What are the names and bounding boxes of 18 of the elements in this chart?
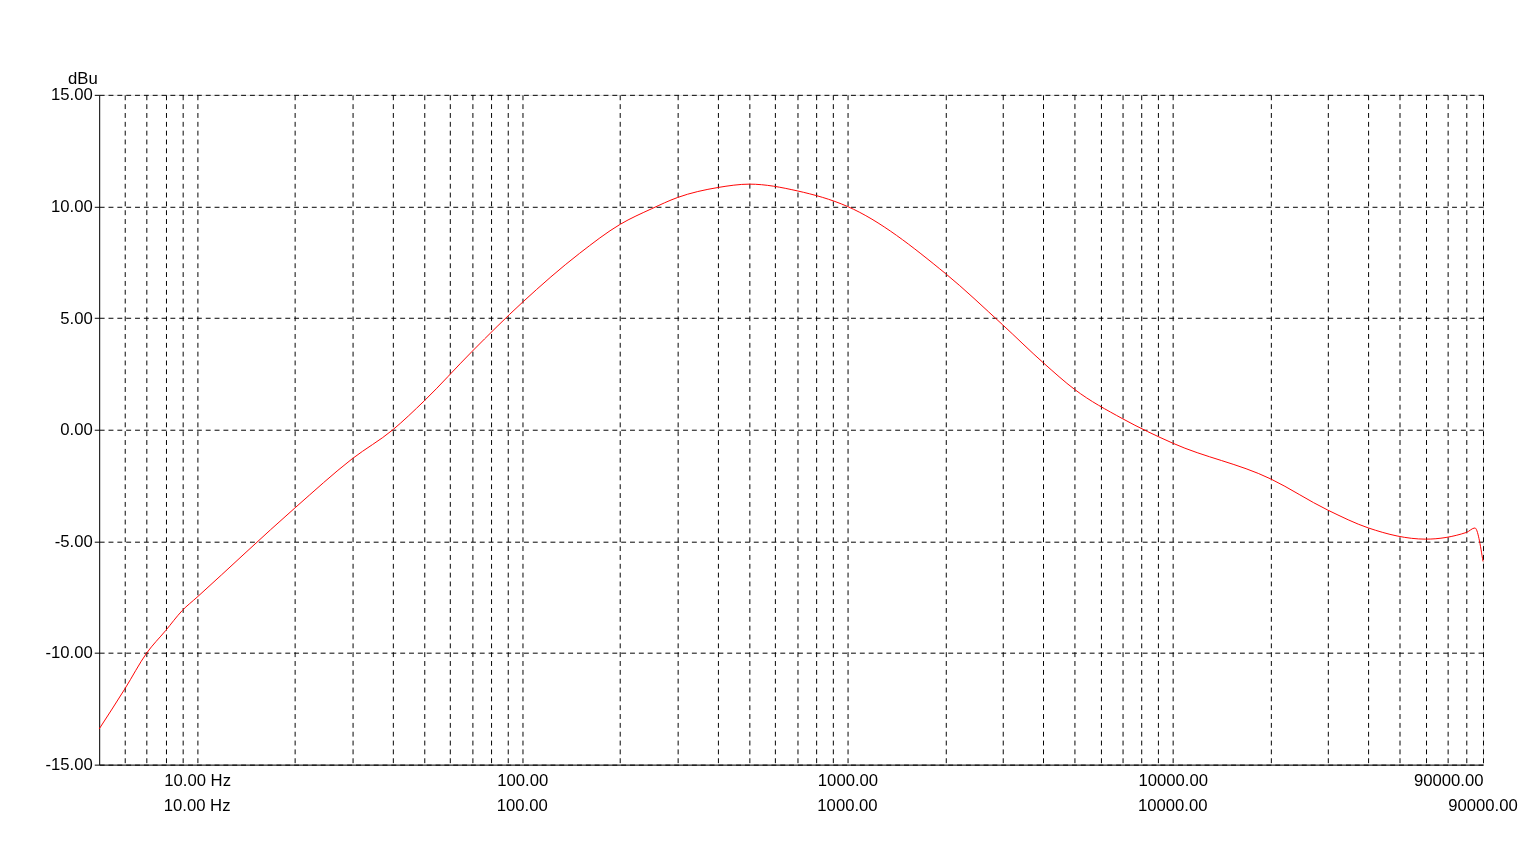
text: 1000.00	[817, 795, 878, 815]
y-tick-label: -5.00	[54, 531, 93, 551]
x-tick-label: 100.00	[497, 770, 549, 790]
y-axis-title: dBu	[68, 68, 98, 88]
y-tick-label: 15.00	[51, 85, 93, 105]
x-tick-label: 10000.00	[1138, 770, 1208, 790]
x-tick-label: 10.00 Hz	[164, 770, 231, 790]
y-tick-label: -10.00	[45, 643, 93, 663]
text: 10.00 Hz	[163, 795, 231, 815]
y-tick-label: 5.00	[60, 308, 93, 328]
text: 100.00	[496, 795, 548, 815]
x-tick-label: 1000.00	[817, 770, 879, 790]
x-tick-label: 90000.00	[1413, 770, 1484, 790]
y-tick-label: -15.00	[45, 755, 93, 775]
y-tick-label: 10.00	[51, 196, 93, 216]
text: 90000.00	[1448, 795, 1518, 815]
text: 10000.00	[1137, 795, 1208, 815]
y-tick-label: 0.00	[60, 420, 93, 440]
